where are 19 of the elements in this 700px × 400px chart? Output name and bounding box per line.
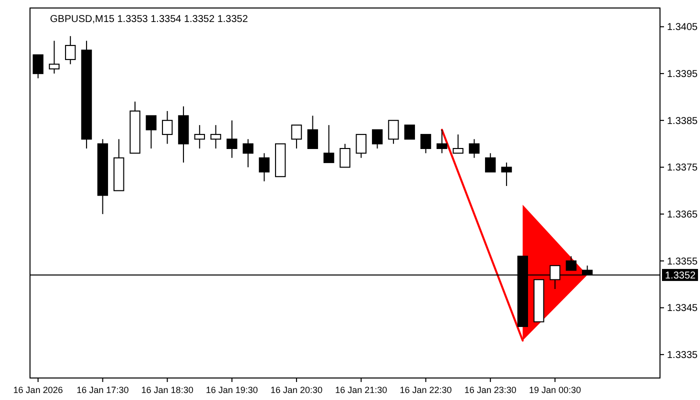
x-tick-label: 16 Jan 18:30 <box>141 385 194 395</box>
x-tick-label: 16 Jan 20:30 <box>270 385 323 395</box>
ref-line-label: 1.3352 <box>665 270 696 282</box>
y-tick-label: 1.3335 <box>667 350 698 362</box>
text: GBPUSD,M15 1.3353 1.3354 1.3352 1.3352 <box>50 14 248 25</box>
y-tick-label: 1.3365 <box>667 210 698 221</box>
x-tick-label: 16 Jan 21:30 <box>335 385 388 395</box>
y-tick-label: 1.3405 <box>667 22 698 34</box>
y-tick-label: 1.3385 <box>667 116 698 127</box>
x-tick-label: 16 Jan 19:30 <box>206 385 258 395</box>
y-tick-label: 1.3375 <box>667 162 698 174</box>
y-tick-label: 1.3395 <box>667 69 698 80</box>
x-tick-label: 16 Jan 23:30 <box>464 385 516 395</box>
y-tick-label: 1.3345 <box>667 303 698 314</box>
x-tick-label: 16 Jan 22:30 <box>400 385 452 395</box>
x-tick-label: 16 Jan 2026 <box>13 385 63 395</box>
y-tick-label: 1.3355 <box>667 256 698 268</box>
x-tick-label: 19 Jan 00:30 <box>528 385 582 395</box>
x-tick-label: 16 Jan 17:30 <box>76 385 129 395</box>
